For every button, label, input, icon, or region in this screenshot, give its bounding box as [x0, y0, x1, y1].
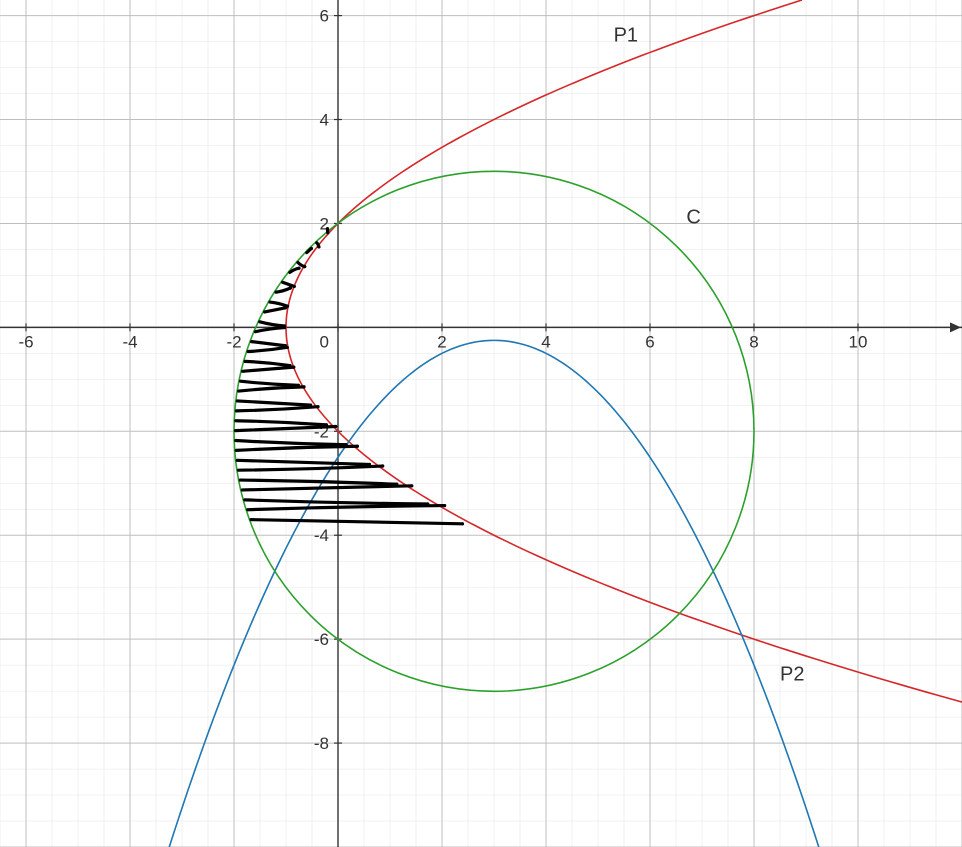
- y-tick-label: -4: [314, 526, 329, 545]
- x-tick-label: 10: [849, 332, 868, 351]
- y-tick-label: -8: [314, 734, 329, 753]
- label-p2: P2: [780, 664, 804, 686]
- x-tick-label: -6: [18, 332, 33, 351]
- x-tick-label: -4: [122, 332, 137, 351]
- y-tick-label: -6: [314, 630, 329, 649]
- label-c: C: [686, 206, 700, 228]
- chart-canvas: -6-4-2246810-8-6-4-22460P1CP2: [0, 0, 962, 847]
- plot-svg: -6-4-2246810-8-6-4-22460P1CP2: [0, 0, 962, 847]
- x-tick-label: -2: [226, 332, 241, 351]
- plot-background: [0, 0, 962, 847]
- y-tick-label: 4: [320, 111, 329, 130]
- origin-label: 0: [320, 332, 329, 351]
- y-tick-label: 6: [320, 7, 329, 26]
- x-tick-label: 2: [437, 332, 446, 351]
- label-p1: P1: [614, 25, 638, 47]
- x-tick-label: 4: [541, 332, 550, 351]
- x-tick-label: 6: [645, 332, 654, 351]
- x-tick-label: 8: [749, 332, 758, 351]
